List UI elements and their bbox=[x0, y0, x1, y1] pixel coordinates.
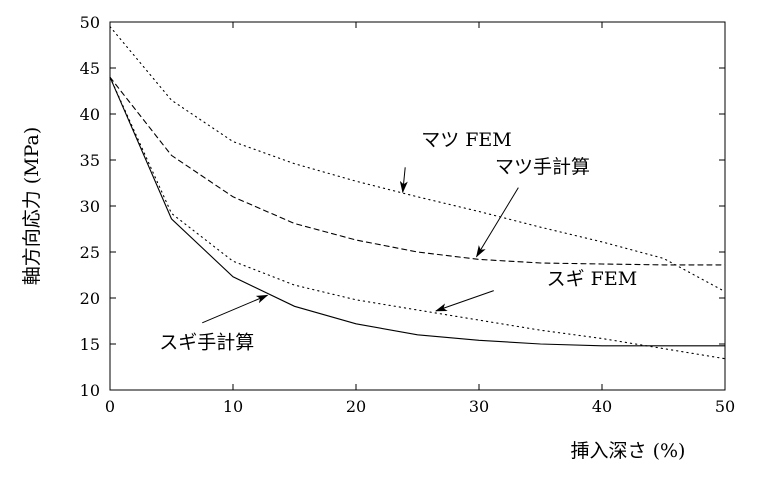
annotation-label-1: マツ手計算 bbox=[495, 156, 590, 178]
annotation-arrow-2 bbox=[435, 290, 494, 312]
x-tick-label: 30 bbox=[469, 397, 489, 416]
y-tick-label: 35 bbox=[80, 151, 100, 170]
series-group bbox=[109, 26, 726, 360]
axis-ticks: 0 10 20 30 40 50 10 15 20 25 30 35 40 45 50 bbox=[80, 13, 736, 416]
x-tick-label: 50 bbox=[715, 397, 735, 416]
x-tick-label: 0 bbox=[105, 397, 115, 416]
y-axis-title: 軸方向応力 (MPa) bbox=[21, 127, 43, 286]
y-tick-label: 15 bbox=[80, 335, 100, 354]
x-tick-label: 20 bbox=[346, 397, 366, 416]
y-tick-label: 30 bbox=[80, 197, 100, 216]
annotation-arrow-3 bbox=[202, 294, 269, 324]
series-line-0 bbox=[109, 26, 726, 293]
y-tick-label: 40 bbox=[80, 105, 100, 124]
annotation-label-2: スギ FEM bbox=[547, 268, 638, 290]
y-tick-label: 10 bbox=[80, 381, 100, 400]
annotation-label-0: マツ FEM bbox=[421, 129, 512, 151]
y-tick-label: 25 bbox=[80, 243, 100, 262]
annotation-arrow-1 bbox=[476, 187, 519, 258]
y-tick-label: 50 bbox=[80, 13, 100, 32]
series-line-2 bbox=[109, 76, 726, 360]
annotation-arrow-0 bbox=[399, 167, 408, 194]
y-tick-label: 20 bbox=[80, 289, 100, 308]
annotation-label-3: スギ手計算 bbox=[159, 332, 254, 354]
series-line-1 bbox=[109, 76, 726, 266]
x-tick-label: 10 bbox=[223, 397, 243, 416]
x-axis-title: 挿入深さ (%) bbox=[571, 440, 686, 462]
x-tick-label: 40 bbox=[592, 397, 612, 416]
series-line-3 bbox=[109, 76, 726, 347]
y-tick-label: 45 bbox=[80, 59, 100, 78]
